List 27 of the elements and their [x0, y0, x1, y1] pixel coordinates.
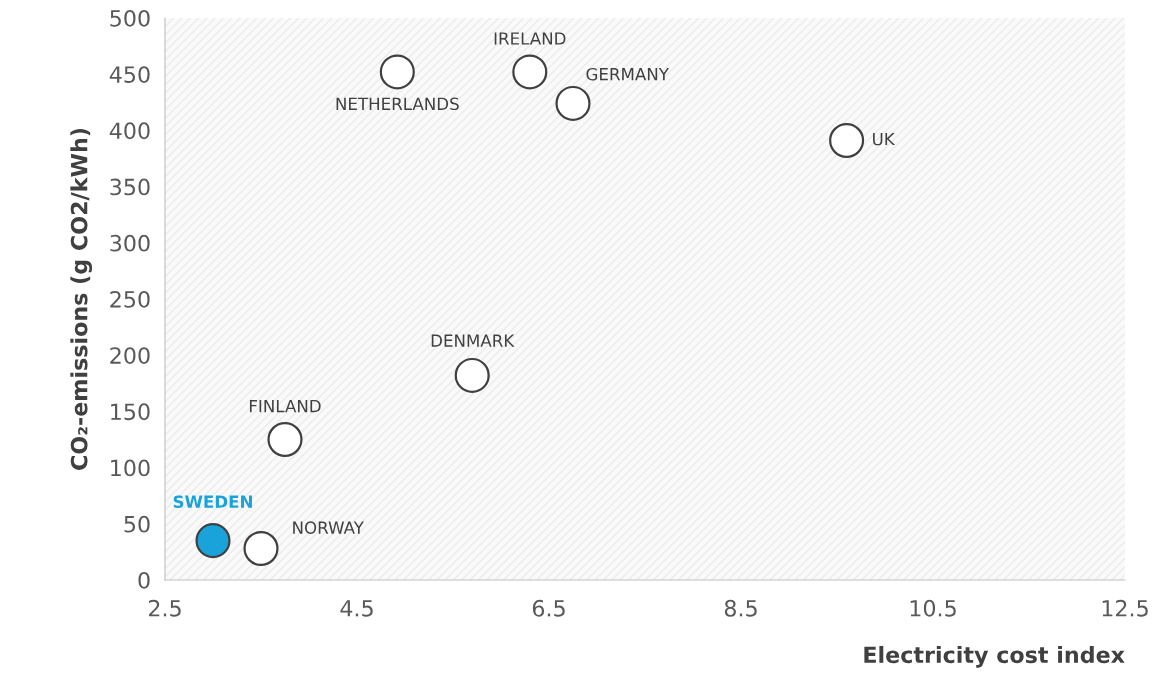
x-tick-label: 10.5 — [910, 599, 956, 617]
annotation: SWEDEN — [173, 495, 252, 508]
annotation: GERMANY — [586, 67, 669, 81]
y-tick-label: 300 — [110, 234, 150, 252]
annotation: NORWAY — [293, 521, 364, 534]
x-tick-label: 6.5 — [532, 599, 565, 617]
y-tick-label: 400 — [109, 122, 150, 140]
x-tick-label: 4.5 — [340, 600, 373, 617]
y-tick-label: 350 — [110, 178, 150, 196]
annotation: UK — [873, 132, 896, 146]
x-tick-label: 2.5 — [148, 599, 181, 617]
x-tick-label: 12.5 — [1102, 599, 1148, 617]
x-axis-title: Electricity cost index — [864, 645, 1125, 668]
annotation: NETHERLANDS — [336, 97, 459, 111]
y-tick-label: 50 — [124, 515, 150, 533]
y-tick-label: 0 — [138, 571, 150, 589]
y-tick-label: 500 — [110, 9, 150, 27]
y-tick-label: 150 — [111, 403, 150, 421]
x-tick-label: 8.5 — [724, 599, 757, 617]
y-axis-title: CO₂-emissions (g CO2/kWh) — [70, 128, 93, 470]
annotation: IRELAND — [494, 32, 566, 45]
y-tick-label: 450 — [109, 66, 150, 83]
y-tick-label: 250 — [110, 290, 150, 308]
annotation: DENMARK — [431, 334, 515, 347]
annotation: FINLAND — [249, 400, 321, 413]
y-tick-label: 100 — [111, 459, 150, 477]
y-tick-label: 200 — [110, 347, 150, 364]
